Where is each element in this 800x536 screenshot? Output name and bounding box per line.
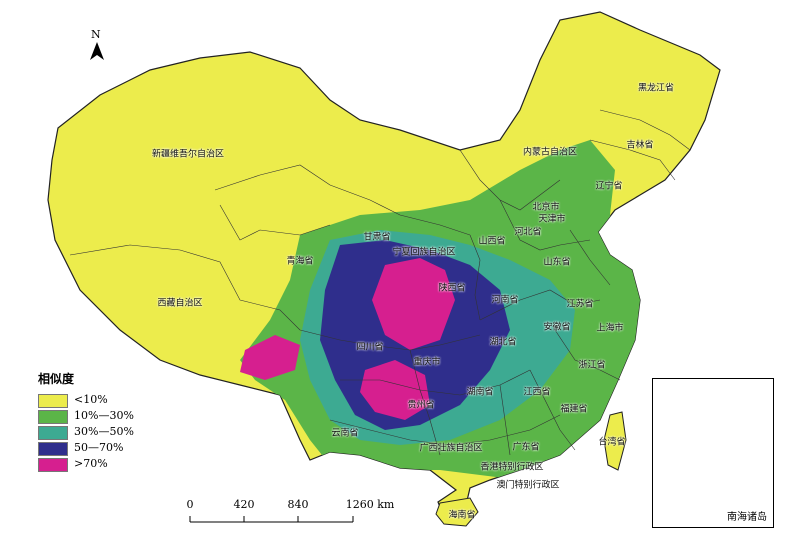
scale-tick: 840 (287, 498, 309, 511)
label-neimenggu: 内蒙古自治区 (522, 147, 578, 158)
province-boundaries (69, 109, 691, 456)
label-hebei: 河北省 (514, 227, 542, 238)
north-arrow-icon (90, 42, 104, 60)
legend-label: 30%—50% (74, 425, 134, 438)
legend-swatch (38, 458, 68, 472)
label-zhejiang: 浙江省 (578, 360, 606, 371)
label-xizang: 西藏自治区 (157, 298, 203, 309)
scale-labels: 0 420 840 1260 km (180, 498, 400, 532)
north-letter: N (91, 28, 101, 41)
label-sichuan: 四川省 (356, 342, 384, 353)
legend-swatch (38, 410, 68, 424)
label-hongkong: 香港特别行政区 (480, 462, 544, 473)
label-taiwan: 台湾省 (598, 437, 626, 448)
scale-tick: 0 (186, 498, 194, 511)
label-qinghai: 青海省 (286, 256, 314, 267)
legend-label: 50—70% (74, 441, 124, 454)
label-jiangxi: 江西省 (523, 387, 551, 398)
label-guizhou: 贵州省 (407, 400, 435, 411)
label-gansu: 甘肃省 (363, 232, 391, 243)
label-jilin: 吉林省 (626, 140, 654, 151)
label-shanghai: 上海市 (596, 323, 624, 334)
zone-over-70-north (372, 258, 455, 350)
label-beijing: 北京市 (532, 202, 560, 213)
scale-tick: 420 (233, 498, 255, 511)
label-liaoning: 辽宁省 (595, 181, 623, 192)
label-anhui: 安徽省 (543, 322, 571, 333)
north-indicator: N (86, 28, 106, 64)
label-hubei: 湖北省 (489, 337, 517, 348)
legend-label: <10% (74, 393, 108, 406)
label-hainan: 海南省 (448, 510, 476, 521)
label-macau: 澳门特别行政区 (496, 480, 560, 491)
label-hunan: 湖南省 (466, 387, 494, 398)
legend: 相似度 <10% 10%—30% 30%—50% 50—70% >70% (18, 364, 168, 479)
scale-tick: 1260 km (345, 498, 395, 511)
south-china-sea-inset: 南海诸岛 (652, 378, 774, 528)
zone-over-70-west (240, 335, 300, 380)
label-fujian: 福建省 (560, 404, 588, 415)
label-guangdong: 广东省 (512, 442, 540, 453)
legend-swatch (38, 442, 68, 456)
legend-swatch (38, 426, 68, 440)
label-tianjin: 天津市 (538, 214, 566, 225)
label-henan: 河南省 (491, 295, 519, 306)
label-yunnan: 云南省 (331, 428, 359, 439)
inset-label: 南海诸岛 (727, 512, 767, 523)
label-heilongjiang: 黑龙江省 (637, 83, 675, 94)
legend-title: 相似度 (38, 372, 75, 386)
label-xinjiang: 新疆维吾尔自治区 (151, 149, 225, 160)
scale-bar (189, 516, 354, 523)
zone-over-70-south (360, 360, 430, 420)
label-shandong: 山东省 (543, 257, 571, 268)
label-chongqing: 重庆市 (413, 357, 441, 368)
label-guangxi: 广西壮族自治区 (419, 443, 483, 454)
hainan-island (435, 497, 479, 527)
legend-label: 10%—30% (74, 409, 134, 422)
taiwan-island (603, 411, 627, 471)
label-jiangsu: 江苏省 (566, 299, 594, 310)
label-shaanxi: 陕西省 (438, 283, 466, 294)
label-ningxia: 宁夏回族自治区 (392, 247, 456, 258)
legend-label: >70% (74, 457, 108, 470)
label-shanxi-jin: 山西省 (478, 236, 506, 247)
legend-swatch (38, 394, 68, 408)
